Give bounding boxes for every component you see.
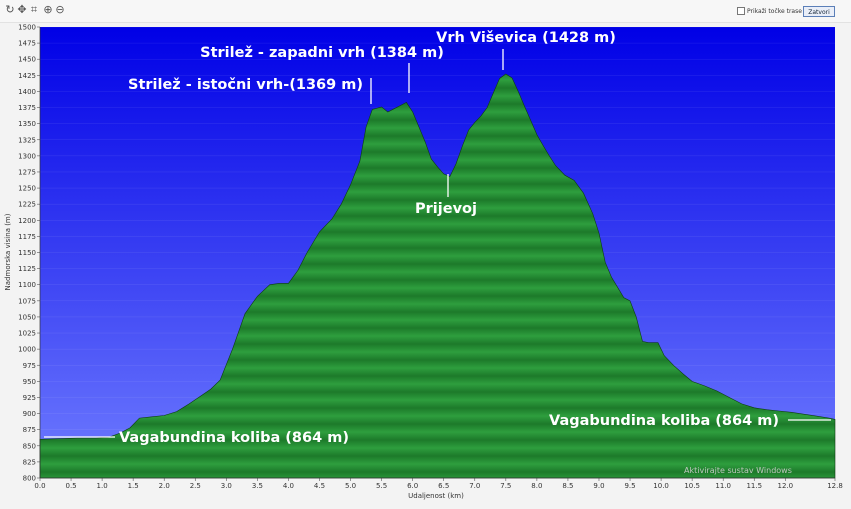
x-tick-label: 12.0 — [778, 482, 794, 490]
x-tick-label: 11.5 — [746, 482, 762, 490]
annotation-label: Prijevoj — [415, 201, 477, 217]
y-tick-label: 1450 — [18, 56, 36, 64]
y-tick-label: 975 — [23, 362, 36, 370]
y-tick-label: 875 — [23, 426, 36, 434]
y-tick-label: 900 — [23, 410, 36, 418]
x-tick-label: 7.5 — [500, 482, 511, 490]
y-tick-label: 1100 — [18, 281, 36, 289]
y-tick-label: 1500 — [18, 24, 36, 32]
x-axis-label: Udaljenost (km) — [408, 492, 464, 500]
y-tick-label: 800 — [23, 475, 36, 483]
x-tick-label: 10.5 — [684, 482, 700, 490]
annotation-label: Vagabundina koliba (864 m) — [549, 413, 779, 429]
y-tick-label: 950 — [23, 378, 36, 386]
y-tick-label: 1075 — [18, 297, 36, 305]
x-tick-label: 5.5 — [376, 482, 387, 490]
y-tick-label: 1025 — [18, 330, 36, 338]
x-tick-label: 11.0 — [715, 482, 731, 490]
y-tick-label: 1125 — [18, 265, 36, 273]
annotation-label: Strilež - zapadni vrh (1384 m) — [200, 45, 444, 61]
close-button[interactable]: Zatvori — [803, 6, 835, 17]
y-tick-label: 1425 — [18, 72, 36, 80]
x-tick-label: 2.0 — [159, 482, 170, 490]
y-tick-label: 1300 — [18, 152, 36, 160]
y-tick-label: 1175 — [18, 233, 36, 241]
x-tick-label: 7.0 — [469, 482, 480, 490]
x-tick-label: 8.0 — [531, 482, 542, 490]
x-tick-label: 2.5 — [190, 482, 201, 490]
annotation-label: Strilež - istočni vrh-(1369 m) — [128, 77, 363, 93]
x-tick-label: 10.0 — [653, 482, 669, 490]
y-tick-label: 1325 — [18, 136, 36, 144]
x-tick-label: 9.0 — [593, 482, 604, 490]
x-tick-label: 4.5 — [314, 482, 325, 490]
y-tick-label: 1000 — [18, 346, 36, 354]
show-track-points-toggle[interactable]: Prikaži točke trase — [737, 7, 802, 15]
y-axis-label: Nadmorska visina (m) — [4, 213, 12, 290]
x-tick-label: 3.5 — [252, 482, 263, 490]
x-tick-label: 4.0 — [283, 482, 294, 490]
y-tick-label: 1200 — [18, 217, 36, 225]
y-tick-label: 1275 — [18, 168, 36, 176]
x-tick-label: 1.5 — [128, 482, 139, 490]
y-tick-label: 1150 — [18, 249, 36, 257]
annotation-label: Vrh Viševica (1428 m) — [436, 30, 616, 46]
show-track-points-label: Prikaži točke trase — [747, 7, 802, 15]
x-tick-label: 9.5 — [624, 482, 635, 490]
x-tick-label: 6.0 — [407, 482, 418, 490]
y-tick-label: 1475 — [18, 40, 36, 48]
x-tick-label: 3.0 — [221, 482, 232, 490]
y-tick-label: 1225 — [18, 201, 36, 209]
move-icon[interactable]: ✥ — [17, 3, 27, 16]
toolbar: ↻ ✥ ⌗ ⊕ ⊖ Prikaži točke trase Zatvori — [0, 0, 851, 23]
y-tick-label: 1375 — [18, 104, 36, 112]
x-tick-label: 6.5 — [438, 482, 449, 490]
annotation-label: Vagabundina koliba (864 m) — [119, 430, 349, 446]
refresh-icon[interactable]: ↻ — [5, 3, 15, 16]
x-tick-label: 0.0 — [34, 482, 45, 490]
y-tick-label: 1050 — [18, 313, 36, 321]
y-tick-label: 825 — [23, 458, 36, 466]
x-tick-label: 12.8 — [827, 482, 843, 490]
y-tick-label: 1400 — [18, 88, 36, 96]
y-tick-label: 850 — [23, 442, 36, 450]
x-tick-label: 1.0 — [97, 482, 108, 490]
x-tick-label: 5.0 — [345, 482, 356, 490]
y-tick-label: 1250 — [18, 185, 36, 193]
x-tick-label: 0.5 — [65, 482, 76, 490]
y-tick-label: 1350 — [18, 120, 36, 128]
show-track-points-checkbox[interactable] — [737, 7, 745, 15]
y-tick-label: 925 — [23, 394, 36, 402]
crop-icon[interactable]: ⌗ — [30, 3, 38, 16]
elevation-area — [39, 73, 836, 479]
windows-watermark: Aktivirajte sustav Windows — [684, 466, 792, 475]
zoom-in-icon[interactable]: ⊕ — [43, 3, 53, 16]
x-tick-label: 8.5 — [562, 482, 573, 490]
zoom-out-icon[interactable]: ⊖ — [55, 3, 65, 16]
